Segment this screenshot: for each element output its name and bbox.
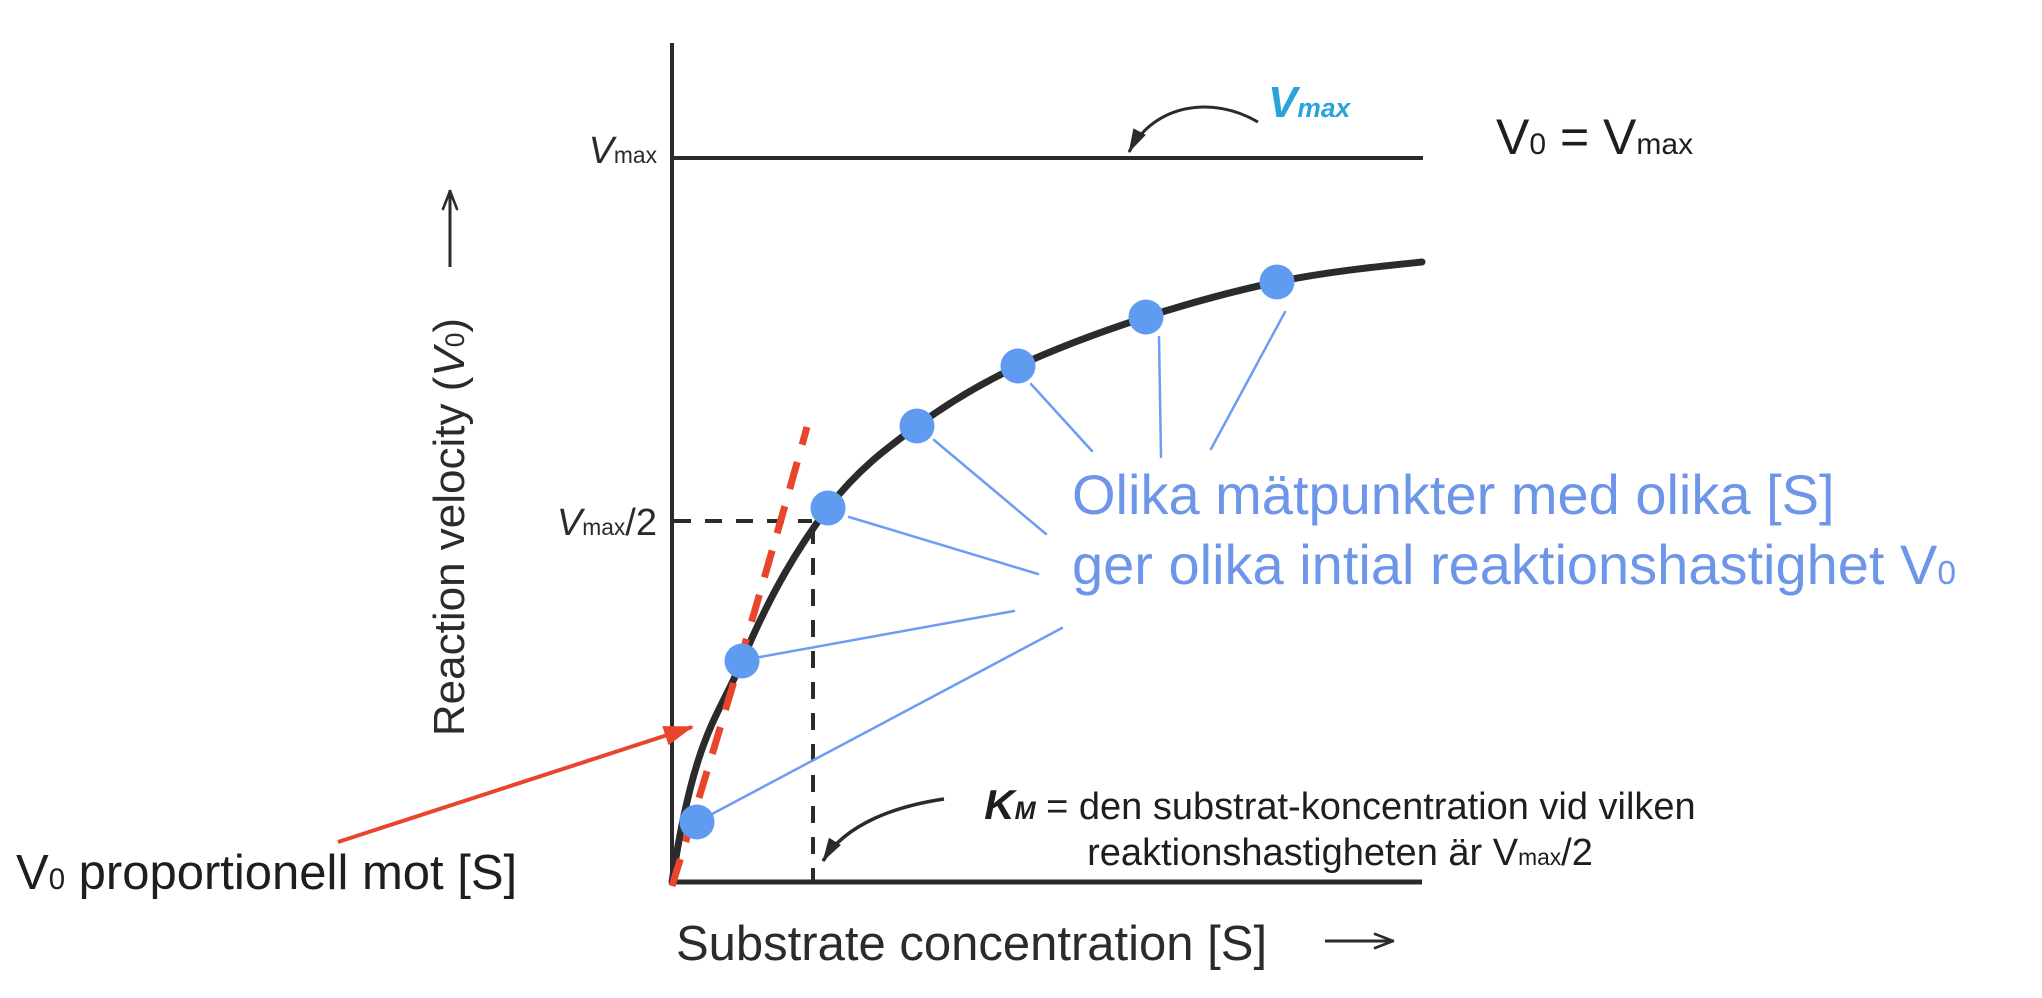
v0-equals-vmax-label: V0 = Vmax <box>1496 108 1693 166</box>
x-axis-label: Substrate concentration [S] <box>676 916 1267 972</box>
km-line2-post: /2 <box>1561 832 1593 874</box>
v0-proportional-arrow <box>337 725 694 844</box>
data-point <box>724 643 760 679</box>
vmax-half-sub: max <box>582 514 626 540</box>
vmax-pointer-arrow <box>1127 105 1259 153</box>
v0prop-v: V <box>16 846 49 900</box>
v0prop-rest: proportionell mot [S] <box>65 846 518 900</box>
data-point <box>810 490 846 526</box>
vmax-pointer-sub: max <box>1297 93 1351 123</box>
plot-area <box>337 43 1426 950</box>
y-axis-label-sub: 0 <box>440 332 470 348</box>
km-symbol: KM <box>984 781 1035 828</box>
vmax-tick-sub: max <box>613 142 657 168</box>
km-note-line2: reaktionshastigheten är Vmax/2 <box>950 830 1730 876</box>
vmax-tick-label: Vmax <box>457 130 657 173</box>
vmax-tick-v: V <box>588 130 614 172</box>
data-point <box>1000 348 1036 384</box>
measurement-points-note-line1: Olika mätpunkter med olika [S] <box>1072 463 1835 526</box>
point-connector-line <box>932 438 1048 536</box>
y-axis-label-close: ) <box>425 317 474 333</box>
vmax-half-post: /2 <box>625 502 657 544</box>
km-definition-note: KM = den substrat-koncentration vid vilk… <box>950 782 1730 876</box>
y-axis-label-v: V <box>425 347 474 377</box>
point-connector-line <box>710 626 1064 816</box>
km-k-sub: M <box>1014 797 1036 825</box>
point-connector-line <box>758 609 1016 659</box>
v0eq-v1: V <box>1496 109 1530 165</box>
v0eq-sub2: max <box>1636 128 1694 161</box>
note-line2-sub: 0 <box>1937 555 1957 592</box>
data-point <box>679 804 715 840</box>
v0eq-sub1: 0 <box>1529 128 1547 161</box>
vmax-half-tick-label: Vmax/2 <box>437 502 657 545</box>
measurement-points-note-line2: ger olika intial reaktionshastighet V0 <box>1072 530 1956 600</box>
v0eq-mid: = <box>1546 109 1604 165</box>
km-line2-sub: max <box>1518 844 1562 870</box>
data-point <box>899 408 935 444</box>
km-line1-rest: = den substrat-koncentration vid vilken <box>1035 786 1696 828</box>
measurement-points-note: Olika mätpunkter med olika [S] ger olika… <box>1072 460 1956 600</box>
km-note-line1: KM = den substrat-koncentration vid vilk… <box>950 782 1730 830</box>
v0-proportional-note: V0 proportionell mot [S] <box>16 845 517 901</box>
note-line2-text: ger olika intial reaktionshastighet V <box>1072 533 1938 596</box>
x-axis-label-text: Substrate concentration [S] <box>676 917 1268 971</box>
point-connector-line <box>1209 310 1287 451</box>
point-connector-line <box>847 515 1040 576</box>
km-line2-pre: reaktionshastigheten är V <box>1087 832 1519 874</box>
v0prop-sub: 0 <box>48 863 66 896</box>
km-k: K <box>984 781 1015 828</box>
v0eq-v2: V <box>1603 109 1637 165</box>
y-axis-label-text: Reaction velocity ( <box>425 376 474 737</box>
data-point <box>1128 299 1164 335</box>
km-pointer-arrow <box>821 797 945 862</box>
vmax-pointer-v: V <box>1268 78 1298 127</box>
point-connector-line <box>1157 335 1163 459</box>
data-point <box>1259 264 1295 300</box>
vmax-pointer-label: Vmax <box>1268 78 1350 128</box>
point-connector-line <box>1029 382 1094 453</box>
vmax-half-v: V <box>556 502 583 544</box>
